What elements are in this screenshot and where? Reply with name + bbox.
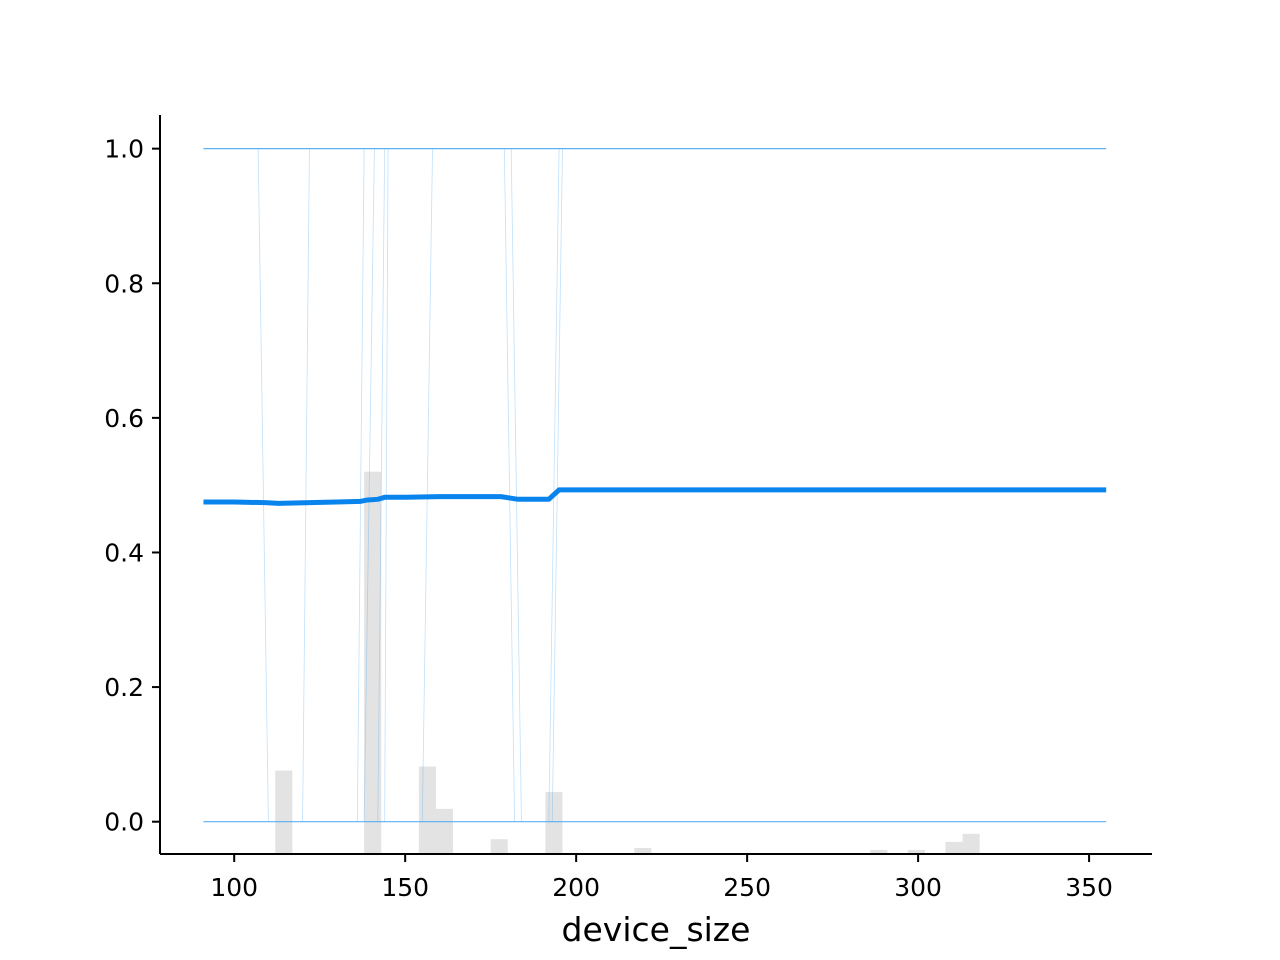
histogram-bar-1 [364, 471, 382, 854]
average-pdp-line [203, 487, 1107, 506]
average-line-layer [203, 487, 1107, 506]
histogram-bar-6 [634, 847, 652, 854]
ice-line-9 [503, 148, 515, 822]
histogram-bar-7 [870, 849, 888, 854]
y-tick-label-2: 0.4 [104, 538, 144, 567]
histogram-bar-4 [490, 839, 508, 854]
y-ticks: 0.0 0.2 0.4 0.6 0.8 1.0 [104, 135, 160, 837]
ice-line-2 [257, 148, 269, 822]
x-ticks: 100 150 200 250 300 350 [210, 854, 1113, 902]
x-tick-label-150: 150 [381, 873, 429, 902]
axes-layer [159, 115, 1152, 855]
ice-line-6 [377, 148, 386, 822]
ice-line-4 [356, 148, 365, 822]
x-tick-label-300: 300 [894, 873, 942, 902]
ice-line-7 [384, 148, 389, 822]
histogram-bar-2 [418, 766, 436, 854]
y-tick-label-4: 0.8 [104, 269, 144, 298]
y-tick-label-1: 0.2 [104, 673, 144, 702]
histogram-bar-8 [907, 849, 925, 854]
ice-line-12 [551, 148, 563, 822]
ice-line-10 [510, 148, 522, 822]
y-tick-label-0: 0.0 [104, 808, 144, 837]
ice-lines-layer [203, 148, 1107, 823]
ice-line-11 [548, 148, 560, 822]
x-tick-label-350: 350 [1065, 873, 1113, 902]
histogram-bar-10 [962, 833, 980, 854]
histogram-bar-0 [275, 770, 293, 854]
y-tick-label-3: 0.6 [104, 404, 144, 433]
histogram-bar-3 [435, 808, 454, 854]
x-tick-label-250: 250 [723, 873, 771, 902]
ice-line-5 [363, 148, 375, 822]
histogram-bar-9 [945, 841, 963, 854]
x-tick-label-200: 200 [552, 873, 600, 902]
x-tick-label-100: 100 [210, 873, 258, 902]
ice-line-3 [302, 148, 310, 822]
histogram-layer [275, 471, 980, 854]
histogram-bar-5 [545, 792, 563, 854]
ice-line-8 [421, 148, 433, 822]
x-axis-title: device_size [562, 910, 751, 949]
y-tick-label-5: 1.0 [104, 135, 144, 164]
